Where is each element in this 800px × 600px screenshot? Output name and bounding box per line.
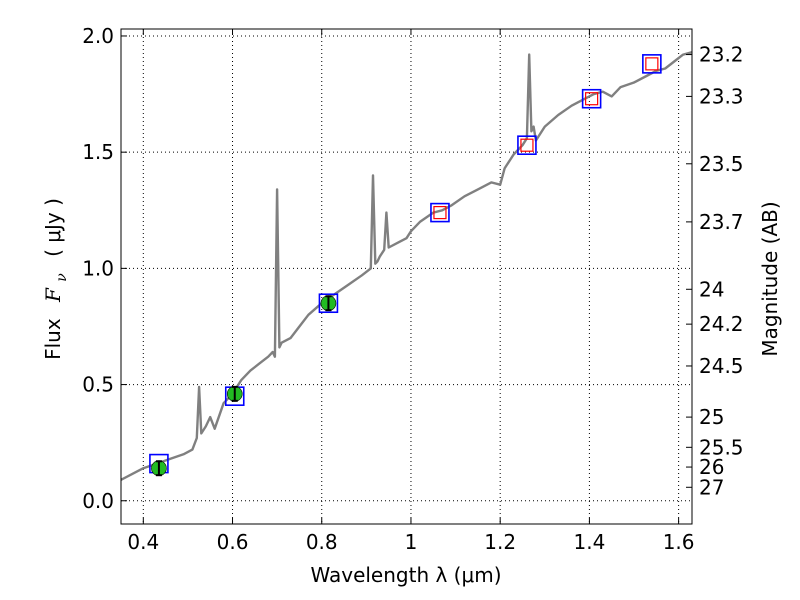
x-axis-title: Wavelength λ (μm) (310, 563, 501, 587)
y-axis-title-symbol: F (41, 287, 65, 303)
y-axis-title-unit: ( μJy ) (41, 198, 65, 257)
x-tick-label: 1 (405, 530, 418, 554)
magnitude-tick-label: 24.2 (699, 312, 744, 336)
model-photometry-marker (581, 88, 602, 109)
model-photometry-marker (318, 293, 339, 314)
spectrum-line (121, 51, 692, 481)
photometry-points (149, 54, 662, 477)
x-tick-label: 0.8 (306, 530, 338, 554)
magnitude-tick-label: 26 (699, 455, 724, 479)
model-photometry-marker (517, 135, 537, 155)
y-axis-title: Flux F ν ( μJy ) (41, 198, 71, 360)
magnitude-tick-label: 23.2 (699, 43, 744, 67)
x-tick-label: 0.4 (127, 530, 159, 554)
upper-limit-marker (433, 205, 447, 220)
x-tick-label: 1.2 (484, 530, 516, 554)
upper-limit-marker (520, 138, 534, 152)
x-tick-label: 1.6 (663, 530, 695, 554)
magnitude-tick-label: 25 (699, 405, 724, 429)
y-tick-label: 2.0 (82, 24, 114, 48)
upper-limit-marker (585, 92, 599, 106)
x-tick-label: 1.4 (573, 530, 605, 554)
plot-frame (120, 28, 693, 525)
axis-ticks: 0.4 0.6 0.8 1 1.2 1.4 1.6 0.0 0.5 1.0 1.5 2.0 23.2 23… (82, 24, 743, 554)
upper-limit-marker (645, 57, 659, 71)
model-photometry-marker (430, 202, 450, 223)
magnitude-tick-label: 25.5 (699, 435, 744, 459)
magnitude-tick-label: 23.3 (699, 84, 744, 108)
y-tick-label: 0.0 (82, 489, 114, 513)
y-axis-title-subscript: ν (54, 273, 70, 282)
magnitude-tick-label: 23.5 (699, 152, 744, 176)
spectrum (121, 51, 692, 481)
y-tick-label: 0.5 (82, 373, 114, 397)
y-tick-label: 1.0 (82, 256, 114, 280)
magnitude-tick-label: 24.5 (699, 354, 744, 378)
x-tick-label: 0.6 (217, 530, 249, 554)
right-axis-title: Magnitude (AB) (758, 201, 782, 356)
magnitude-tick-label: 27 (699, 475, 724, 499)
grid (121, 29, 692, 524)
magnitude-tick-label: 23.7 (699, 210, 744, 234)
y-tick-label: 1.5 (82, 140, 114, 164)
y-axis-title-flux: Flux (41, 318, 65, 360)
model-photometry-marker (642, 54, 662, 74)
magnitude-tick-label: 24 (699, 277, 724, 301)
